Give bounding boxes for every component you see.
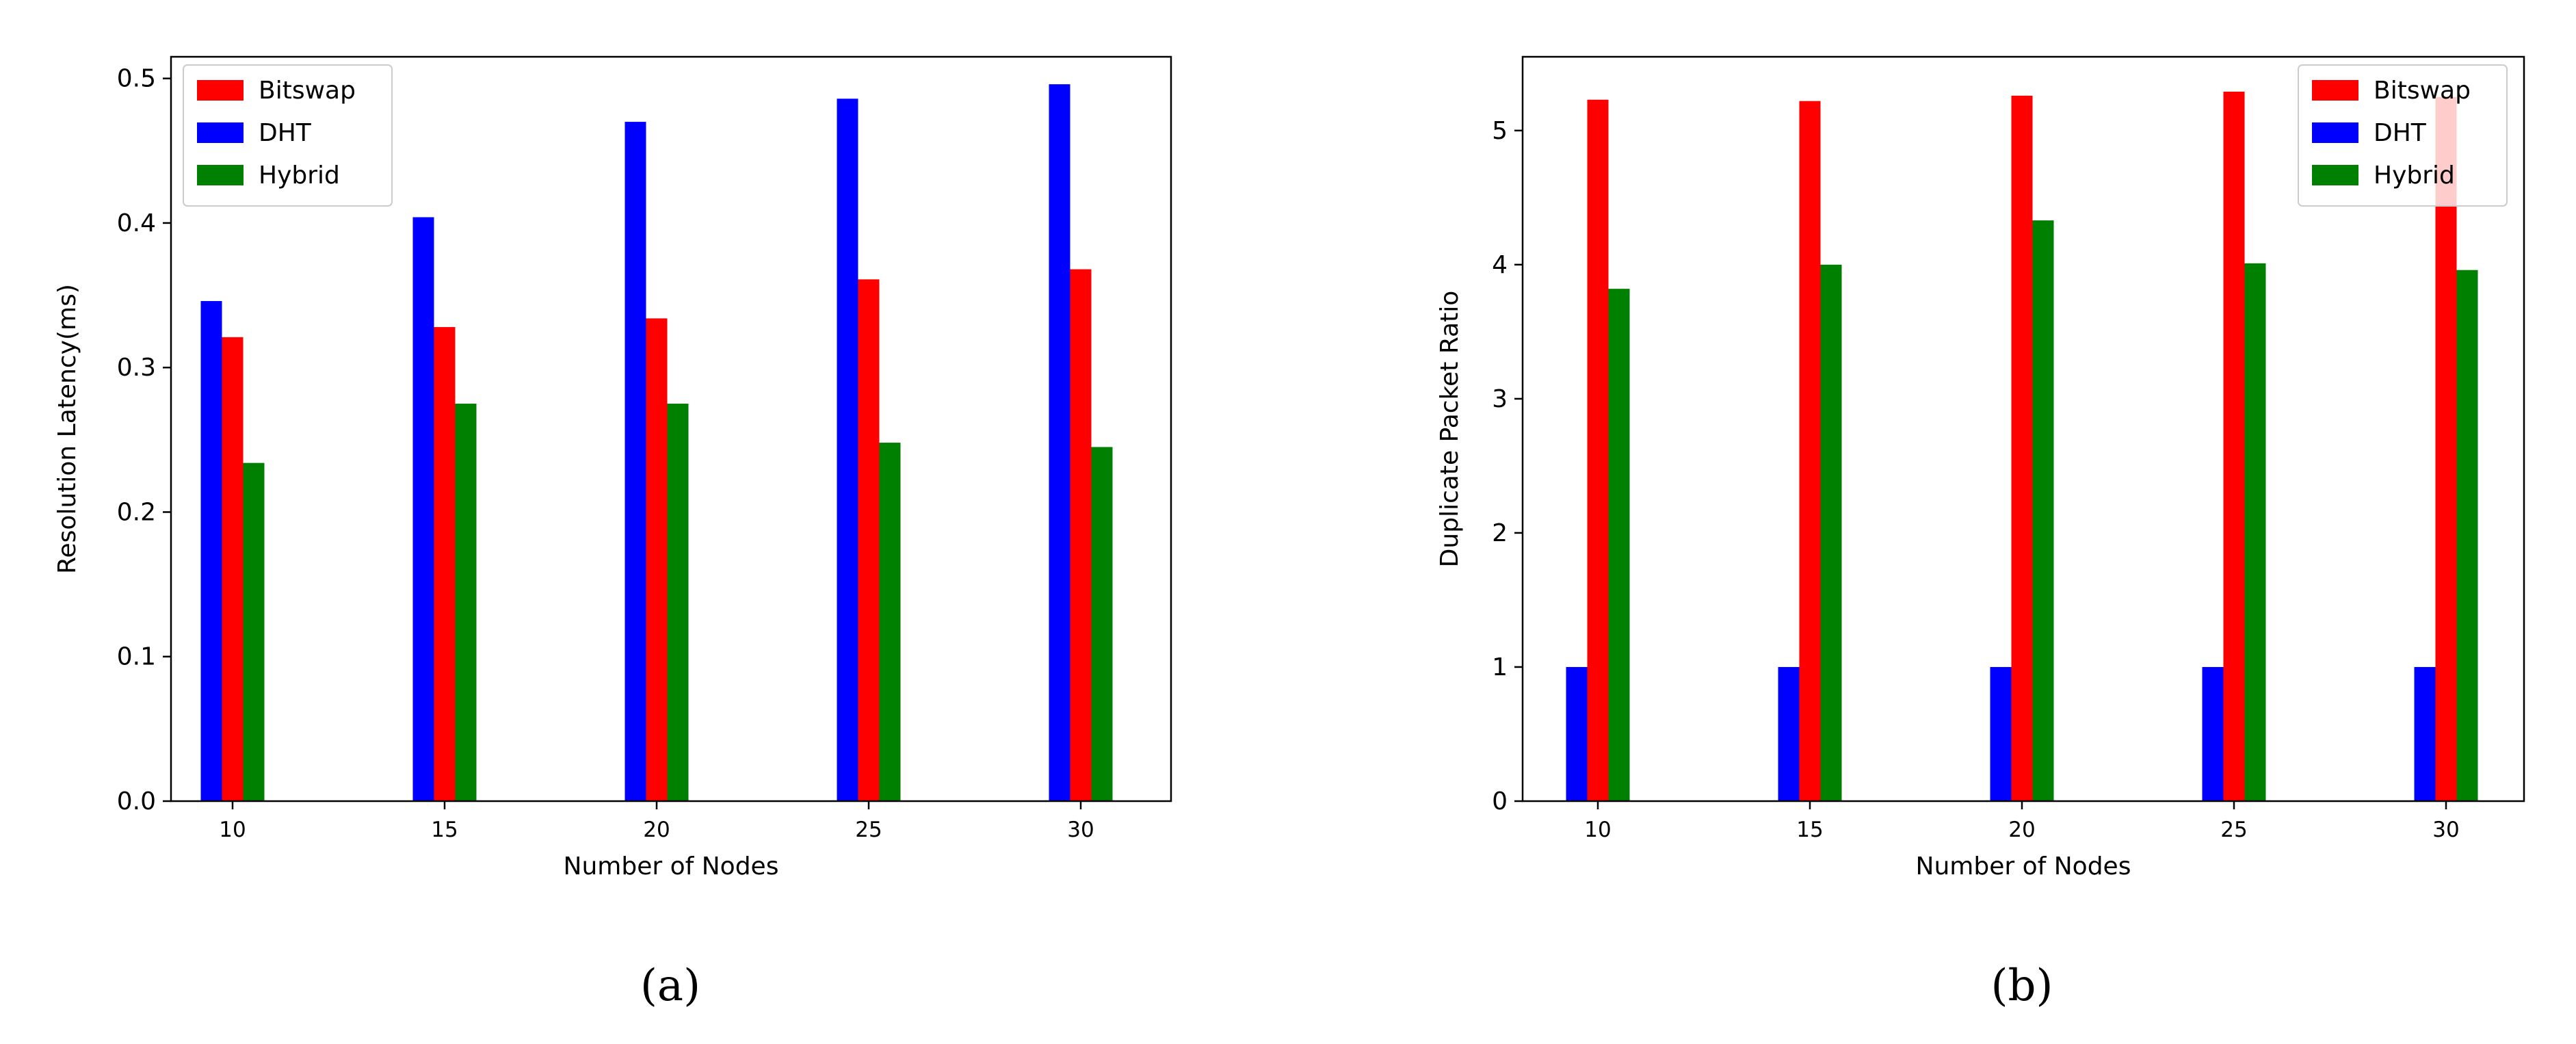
bar-bitswap-25 <box>2223 91 2245 802</box>
x-tick-label: 15 <box>1796 818 1823 842</box>
bar-bitswap-25 <box>858 279 880 802</box>
x-tick-label: 10 <box>1584 818 1611 842</box>
bar-dht-10 <box>200 301 222 801</box>
legend-swatch-bitswap <box>2312 80 2358 101</box>
chart-resolution-latency: 0.0 0.1 0.2 0.3 0.4 0.5 10 15 20 25 30 Number of … <box>53 55 1172 1011</box>
legend-label-hybrid: Hybrid <box>259 161 340 190</box>
bar-dht-30 <box>2414 666 2436 801</box>
bar-dht-25 <box>837 99 858 801</box>
bar-bitswap-20 <box>646 318 668 801</box>
bar-bitswap-15 <box>434 327 456 801</box>
legend: Bitswap DHT Hybrid <box>2298 64 2508 207</box>
bar-hybrid-10 <box>1608 289 1630 801</box>
legend: Bitswap DHT Hybrid <box>183 64 393 207</box>
bar-dht-25 <box>2202 666 2224 801</box>
y-tick-label: 0.3 <box>117 354 156 382</box>
bar-hybrid-25 <box>2244 263 2266 801</box>
bar-bitswap-30 <box>2435 96 2457 801</box>
x-tick-label: 30 <box>1067 818 1094 842</box>
y-tick-label: 3 <box>1492 385 1508 413</box>
bar-dht-20 <box>625 122 646 801</box>
y-tick-label: 0.4 <box>117 209 156 237</box>
y-ticks: 0 1 2 3 4 5 <box>1492 117 1523 815</box>
legend-label-bitswap: Bitswap <box>259 77 356 105</box>
bar-dht-20 <box>1990 666 2012 801</box>
x-tick-label: 15 <box>431 818 458 842</box>
x-tick-label: 25 <box>855 818 882 842</box>
x-tick-label: 30 <box>2432 818 2459 842</box>
caption-b: (b) <box>1991 961 2053 1011</box>
x-tick-label: 10 <box>219 818 246 842</box>
legend-swatch-hybrid <box>2312 165 2358 185</box>
bar-dht-10 <box>1566 666 1588 801</box>
bar-hybrid-30 <box>1091 447 1113 801</box>
y-ticks: 0.0 0.1 0.2 0.3 0.4 0.5 <box>117 65 171 815</box>
bar-hybrid-10 <box>243 462 265 801</box>
legend-swatch-hybrid <box>197 165 244 185</box>
plot-area-frame <box>170 55 1172 802</box>
bar-dht-15 <box>412 217 434 801</box>
bar-bitswap-10 <box>1587 99 1609 802</box>
legend-swatch-dht <box>2312 122 2358 143</box>
y-tick-label: 1 <box>1492 653 1508 681</box>
y-tick-label: 4 <box>1492 251 1508 279</box>
bar-bitswap-10 <box>222 337 244 802</box>
x-ticks: 10 15 20 25 30 <box>1584 801 2460 842</box>
legend-label-dht: DHT <box>259 119 312 147</box>
bar-hybrid-20 <box>667 404 689 801</box>
y-tick-label: 0.5 <box>117 65 156 93</box>
bar-hybrid-15 <box>1820 264 1842 801</box>
bar-hybrid-15 <box>455 404 477 801</box>
bars-group <box>200 84 1113 802</box>
bar-dht-15 <box>1778 666 1800 801</box>
x-tick-label: 20 <box>643 818 670 842</box>
bar-bitswap-15 <box>1799 101 1821 801</box>
caption-a: (a) <box>640 961 700 1011</box>
y-tick-label: 0.2 <box>117 498 156 526</box>
y-tick-label: 5 <box>1492 117 1508 145</box>
bar-hybrid-30 <box>2456 270 2478 801</box>
bar-bitswap-20 <box>2011 95 2033 802</box>
y-tick-label: 0.0 <box>117 787 156 815</box>
bar-dht-30 <box>1049 84 1070 801</box>
plot-area-frame <box>1521 55 2525 802</box>
x-ticks: 10 15 20 25 30 <box>219 801 1094 842</box>
legend-swatch-dht <box>197 122 244 143</box>
y-tick-label: 0.1 <box>117 643 156 671</box>
y-axis-label: Resolution Latency(ms) <box>53 284 81 574</box>
bar-hybrid-20 <box>2032 220 2054 801</box>
legend-label-dht: DHT <box>2374 119 2427 147</box>
chart-duplicate-packet-ratio: 0 1 2 3 4 5 10 15 20 25 30 Number of Nodes Duplic… <box>1436 55 2525 1011</box>
x-axis-label: Number of Nodes <box>1916 852 2131 880</box>
x-tick-label: 25 <box>2220 818 2247 842</box>
legend-swatch-bitswap <box>197 80 244 101</box>
bar-hybrid-25 <box>879 443 901 801</box>
y-tick-label: 0 <box>1492 787 1508 815</box>
legend-label-hybrid: Hybrid <box>2374 161 2455 190</box>
y-tick-label: 2 <box>1492 519 1508 547</box>
legend-label-bitswap: Bitswap <box>2374 77 2471 105</box>
y-axis-label: Duplicate Packet Ratio <box>1436 291 1464 568</box>
bar-bitswap-30 <box>1070 269 1092 801</box>
x-tick-label: 20 <box>2008 818 2035 842</box>
x-axis-label: Number of Nodes <box>564 852 779 880</box>
bars-group <box>1566 91 2478 802</box>
